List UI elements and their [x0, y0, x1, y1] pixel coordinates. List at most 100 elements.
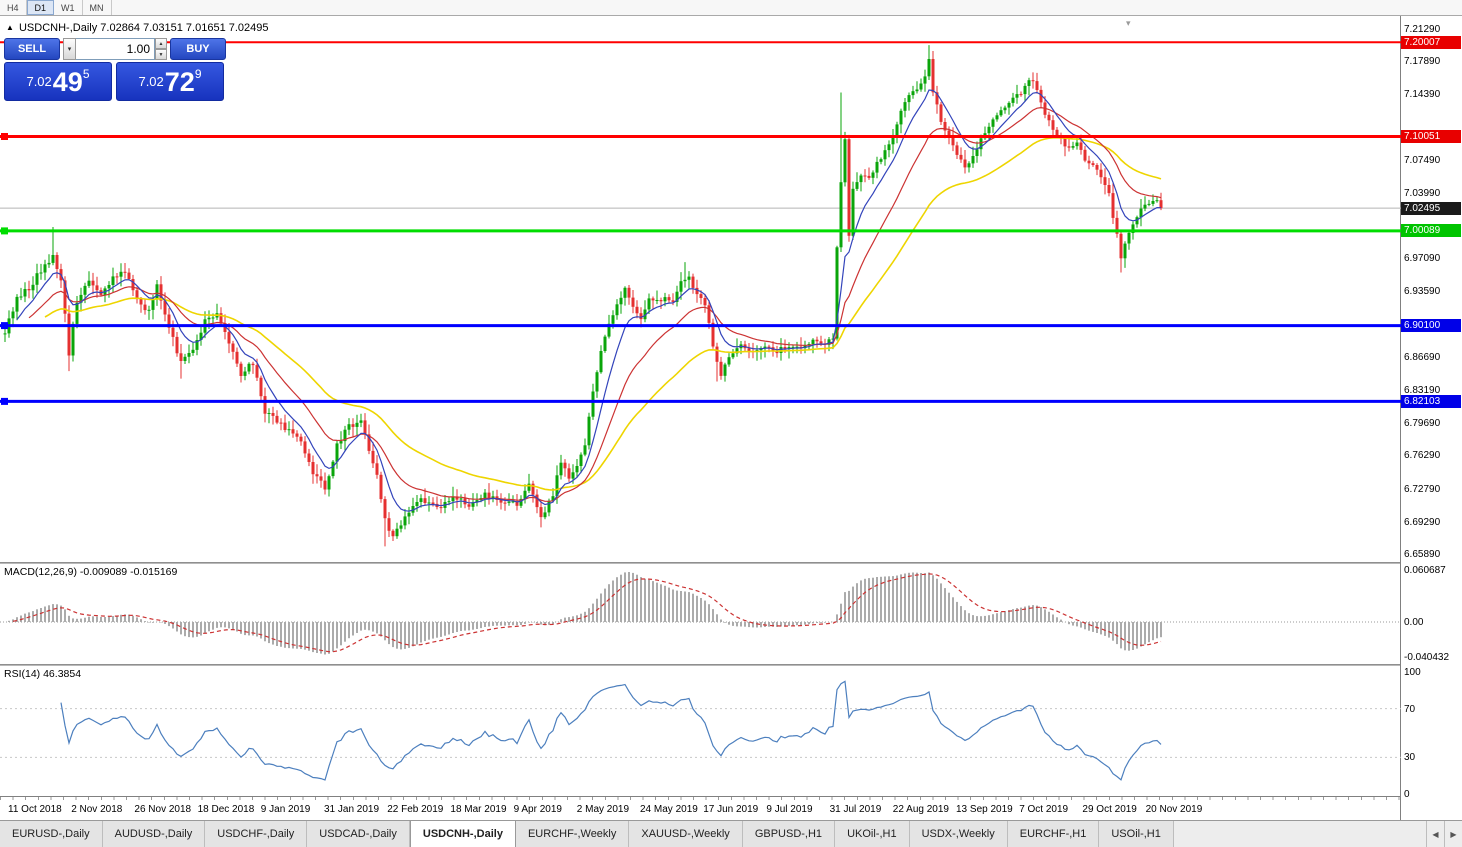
date-axis-label: 20 Nov 2019 — [1145, 804, 1203, 815]
price-axis-label: 6.79690 — [1404, 418, 1441, 430]
chart-tab-usdx-weekly[interactable]: USDX-,Weekly — [909, 821, 1008, 847]
timeframe-toolbar: H4 D1 W1 MN — [0, 0, 1462, 16]
macd-indicator-panel: MACD(12,26,9) -0.009089 -0.015169 — [0, 564, 1401, 664]
timeframe-button-d1[interactable]: D1 — [26, 0, 55, 15]
ask-point: 9 — [194, 66, 202, 81]
chart-title: ▲ USDCNH-,Daily 7.02864 7.03151 7.01651 … — [6, 22, 269, 34]
chart-symbol-label: USDCNH-,Daily — [18, 22, 98, 34]
timeframe-buttons: H4 D1 W1 MN — [0, 0, 112, 15]
rsi-chart[interactable] — [0, 666, 1401, 796]
rsi-axis-label: 70 — [1404, 703, 1416, 715]
macd-axis-label: 0.060687 — [1404, 564, 1446, 576]
sell-button[interactable]: SELL — [4, 38, 60, 60]
date-axis-label: 18 Dec 2018 — [197, 804, 255, 815]
chart-tabs: EURUSD-,Daily AUDUSD-,Daily USDCHF-,Daily U… — [0, 821, 1174, 847]
chart-tab-bar: EURUSD-,Daily AUDUSD-,Daily USDCHF-,Daily U… — [0, 820, 1462, 847]
date-axis[interactable]: 11 Oct 2018 2 Nov 2018 26 Nov 2018 18 Dec 2… — [0, 796, 1400, 820]
date-axis-label: 18 Mar 2019 — [450, 804, 507, 815]
date-axis-label: 13 Sep 2019 — [956, 804, 1013, 815]
line-price-badge: 7.10051 — [1401, 130, 1461, 143]
panel-splitter[interactable] — [0, 562, 1400, 564]
main-chart-panel: ▲ USDCNH-,Daily 7.02864 7.03151 7.01651 … — [0, 16, 1401, 562]
chart-shift-marker-icon[interactable]: ▾ — [1126, 18, 1131, 28]
macd-axis-label: -0.040432 — [1404, 651, 1450, 663]
rsi-axis-label: 100 — [1404, 667, 1421, 678]
date-axis-label: 31 Jul 2019 — [829, 804, 882, 815]
bid-point: 5 — [82, 66, 90, 81]
bid-price-display[interactable]: 7.02 49 5 — [4, 62, 112, 101]
macd-chart[interactable] — [0, 564, 1401, 664]
timeframe-button-w1[interactable]: W1 — [54, 0, 83, 15]
price-axis-label: 6.97090 — [1404, 253, 1441, 265]
ask-base: 7.02 — [138, 74, 164, 89]
chart-tab-usoil-h1[interactable]: USOil-,H1 — [1099, 821, 1174, 847]
chart-tab-ukoil-h1[interactable]: UKOil-,H1 — [835, 821, 910, 847]
ask-price-display[interactable]: 7.02 72 9 — [116, 62, 224, 101]
volume-spinner: ▲ ▼ — [155, 38, 167, 60]
date-axis-label: 9 Jan 2019 — [260, 804, 311, 815]
rsi-axis-label: 30 — [1404, 752, 1416, 764]
chart-tab-usdcad-daily[interactable]: USDCAD-,Daily — [307, 821, 410, 847]
macd-axis-label: 0.00 — [1404, 617, 1424, 628]
price-axis-label: 6.93590 — [1404, 286, 1441, 298]
chart-tab-eurusd-daily[interactable]: EURUSD-,Daily — [0, 821, 103, 847]
tab-bar-spacer — [1174, 821, 1426, 847]
price-axis-label: 6.86690 — [1404, 351, 1441, 363]
date-axis-label: 22 Feb 2019 — [387, 804, 444, 815]
current-price-badge: 7.02495 — [1401, 201, 1461, 215]
rsi-indicator-panel: RSI(14) 46.3854 — [0, 666, 1401, 796]
date-axis-label: 2 Nov 2018 — [71, 804, 123, 815]
chart-tab-xauusd-weekly[interactable]: XAUUSD-,Weekly — [629, 821, 743, 847]
price-axis-label: 6.65890 — [1404, 548, 1441, 560]
date-axis-label: 24 May 2019 — [640, 804, 698, 815]
chart-ohlc-values: 7.02864 7.03151 7.01651 7.02495 — [100, 22, 269, 34]
chart-panels: ▲ USDCNH-,Daily 7.02864 7.03151 7.01651 … — [0, 16, 1401, 820]
price-axis-label: 6.69290 — [1404, 516, 1441, 528]
chart-tab-usdcnh-daily[interactable]: USDCNH-,Daily — [409, 821, 516, 847]
chart-tab-audusd-daily[interactable]: AUDUSD-,Daily — [102, 821, 206, 847]
rsi-label: RSI(14) 46.3854 — [4, 668, 82, 680]
line-price-badge: 6.82103 — [1401, 394, 1461, 408]
line-price-badge: 7.20007 — [1401, 35, 1461, 49]
timeframe-button-h4[interactable]: H4 — [0, 0, 27, 15]
price-axis-label: 7.14390 — [1404, 89, 1441, 101]
bid-pips: 49 — [52, 66, 83, 97]
ask-pips: 72 — [164, 66, 195, 97]
price-axis-label: 7.07490 — [1404, 154, 1441, 166]
date-axis-label: 31 Jan 2019 — [324, 804, 380, 815]
date-axis-label: 26 Nov 2018 — [134, 804, 192, 815]
timeframe-button-mn[interactable]: MN — [83, 0, 112, 15]
tab-scroll-right-icon[interactable]: ▶ — [1444, 821, 1462, 847]
price-axis-label: 7.21290 — [1404, 24, 1441, 35]
volume-up-icon[interactable]: ▲ — [155, 38, 167, 49]
chart-window: ▲ USDCNH-,Daily 7.02864 7.03151 7.01651 … — [0, 16, 1462, 820]
price-axis-label: 6.83190 — [1404, 385, 1441, 397]
line-price-badge: 7.00089 — [1401, 224, 1461, 238]
volume-dropdown-icon[interactable]: ▾ — [63, 38, 76, 60]
date-axis-label: 9 Jul 2019 — [766, 804, 813, 815]
volume-down-icon[interactable]: ▼ — [155, 49, 167, 60]
chart-tab-eurchf-weekly[interactable]: EURCHF-,Weekly — [515, 821, 630, 847]
buy-button[interactable]: BUY — [170, 38, 226, 60]
date-axis-label: 9 Apr 2019 — [513, 804, 562, 815]
one-click-trade-panel: SELL ▾ ▲ ▼ BUY 7.02495 — [4, 38, 226, 101]
chart-tab-eurchf-h1[interactable]: EURCHF-,H1 — [1007, 821, 1100, 847]
tab-scroll-left-icon[interactable]: ◀ — [1426, 821, 1444, 847]
price-axis[interactable]: 7.21290 7.17890 7.14390 7.07490 7.03990 6.970… — [1401, 16, 1461, 820]
date-axis-label: 7 Oct 2019 — [1019, 804, 1069, 815]
chart-tab-usdchf-daily[interactable]: USDCHF-,Daily — [205, 821, 308, 847]
line-price-badge: 6.90100 — [1401, 319, 1461, 333]
price-chart[interactable] — [0, 16, 1401, 562]
panel-splitter[interactable] — [0, 664, 1400, 666]
toolbar-spacer — [112, 0, 1462, 15]
macd-label: MACD(12,26,9) -0.009089 -0.015169 — [4, 566, 178, 578]
price-axis-label: 6.72790 — [1404, 483, 1441, 495]
chart-tab-gbpusd-h1[interactable]: GBPUSD-,H1 — [742, 821, 836, 847]
date-axis-label: 29 Oct 2019 — [1082, 804, 1137, 815]
price-axis-label: 7.17890 — [1404, 56, 1441, 68]
date-axis-label: 22 Aug 2019 — [892, 804, 949, 815]
price-axis-label: 7.03990 — [1404, 187, 1441, 199]
volume-input[interactable] — [76, 38, 155, 60]
date-axis-label: 11 Oct 2018 — [8, 804, 62, 815]
bid-base: 7.02 — [26, 74, 52, 89]
